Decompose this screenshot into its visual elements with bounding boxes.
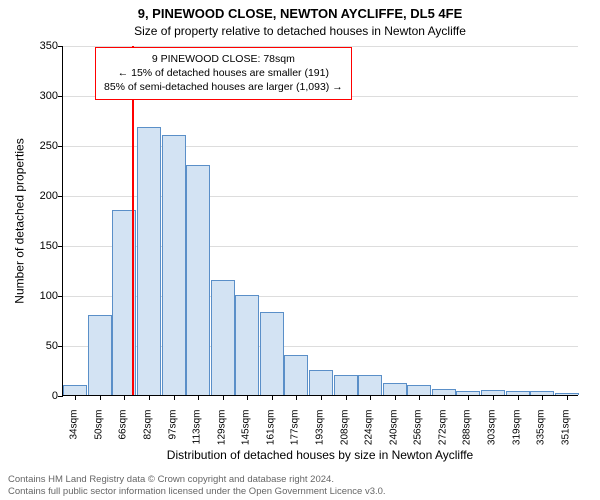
x-tick-mark [174, 395, 175, 400]
annotation-line-2: ← 15% of detached houses are smaller (19… [104, 66, 343, 80]
chart-title-line1: 9, PINEWOOD CLOSE, NEWTON AYCLIFFE, DL5 … [0, 6, 600, 21]
histogram-bar [88, 315, 112, 395]
footer-line-1: Contains HM Land Registry data © Crown c… [8, 474, 386, 486]
x-tick-mark [346, 395, 347, 400]
y-axis-label-text: Number of detached properties [13, 138, 27, 303]
annotation-box: 9 PINEWOOD CLOSE: 78sqm ← 15% of detache… [95, 47, 352, 100]
y-tick-mark [58, 96, 63, 97]
y-tick-mark [58, 146, 63, 147]
histogram-bar [235, 295, 259, 395]
annotation-line-1: 9 PINEWOOD CLOSE: 78sqm [104, 52, 343, 66]
x-tick-mark [518, 395, 519, 400]
histogram-bar [358, 375, 382, 395]
y-tick-mark [58, 396, 63, 397]
x-tick-mark [395, 395, 396, 400]
histogram-bar [186, 165, 210, 395]
x-tick-mark [444, 395, 445, 400]
footer-line-2: Contains full public sector information … [8, 486, 386, 498]
y-tick-mark [58, 296, 63, 297]
y-tick-mark [58, 46, 63, 47]
x-tick-mark [321, 395, 322, 400]
x-tick-mark [100, 395, 101, 400]
y-tick-label: 100 [40, 290, 58, 302]
histogram-bar [334, 375, 358, 395]
y-tick-label: 150 [40, 240, 58, 252]
y-tick-mark [58, 196, 63, 197]
x-tick-mark [223, 395, 224, 400]
histogram-bar [407, 385, 431, 395]
y-tick-label: 350 [40, 40, 58, 52]
y-tick-label: 300 [40, 90, 58, 102]
histogram-bar [211, 280, 235, 395]
histogram-bar [162, 135, 186, 395]
x-tick-mark [419, 395, 420, 400]
plot-area: 9 PINEWOOD CLOSE: 78sqm ← 15% of detache… [62, 46, 578, 396]
y-axis-label: Number of detached properties [12, 46, 28, 396]
x-tick-mark [542, 395, 543, 400]
y-tick-label: 0 [52, 390, 58, 402]
y-tick-label: 250 [40, 140, 58, 152]
y-tick-label: 50 [46, 340, 58, 352]
x-tick-mark [370, 395, 371, 400]
x-tick-mark [272, 395, 273, 400]
x-tick-mark [124, 395, 125, 400]
x-tick-mark [468, 395, 469, 400]
x-tick-mark [296, 395, 297, 400]
chart-container: 9, PINEWOOD CLOSE, NEWTON AYCLIFFE, DL5 … [0, 0, 600, 500]
y-tick-label: 200 [40, 190, 58, 202]
histogram-bar [63, 385, 87, 395]
x-tick-mark [75, 395, 76, 400]
x-axis-label: Distribution of detached houses by size … [62, 448, 578, 462]
x-tick-mark [493, 395, 494, 400]
annotation-line-3: 85% of semi-detached houses are larger (… [104, 80, 343, 94]
x-tick-mark [567, 395, 568, 400]
x-tick-mark [198, 395, 199, 400]
y-tick-mark [58, 246, 63, 247]
histogram-bar [137, 127, 161, 395]
y-tick-mark [58, 346, 63, 347]
histogram-bar [383, 383, 407, 395]
histogram-bar [309, 370, 333, 395]
footer-attribution: Contains HM Land Registry data © Crown c… [8, 474, 386, 498]
x-tick-mark [149, 395, 150, 400]
x-tick-mark [247, 395, 248, 400]
histogram-bar [284, 355, 308, 395]
histogram-bar [260, 312, 284, 395]
chart-title-line2: Size of property relative to detached ho… [0, 24, 600, 38]
